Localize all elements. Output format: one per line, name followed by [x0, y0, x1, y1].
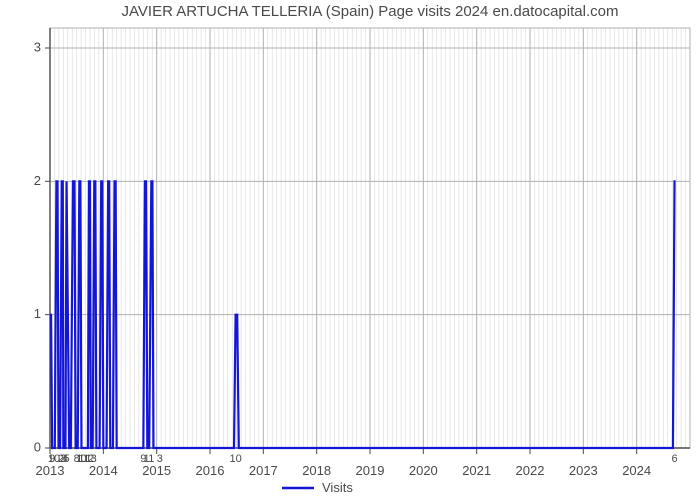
x-minor-label: 10: [229, 453, 241, 465]
x-tick-label: 2023: [569, 463, 598, 478]
visits-chart: 0 1 2 3 2013 2014 2015 2016 2017 2018 2019 2020 2021…: [0, 0, 700, 500]
x-tick-label: 2015: [142, 463, 171, 478]
x-tick-label: 2021: [462, 463, 491, 478]
x-minor-label: 1: [148, 453, 154, 465]
x-tick-label: 2024: [622, 463, 651, 478]
x-minor-label: 3: [157, 453, 163, 465]
x-minor-label: 6: [671, 453, 677, 465]
x-minor-label: 3: [91, 453, 97, 465]
x-tick-label: 2018: [302, 463, 331, 478]
y-tick-label: 2: [34, 173, 41, 188]
x-tick-label: 2013: [36, 463, 65, 478]
y-tick-label: 0: [34, 439, 41, 454]
x-minor-label: 5: [63, 453, 69, 465]
x-tick-label: 2016: [196, 463, 225, 478]
x-tick-label: 2014: [89, 463, 118, 478]
y-tick-label: 3: [34, 39, 41, 54]
y-tick-label: 1: [34, 306, 41, 321]
x-tick-label: 2017: [249, 463, 278, 478]
x-tick-label: 2022: [516, 463, 545, 478]
legend-label: Visits: [322, 480, 353, 495]
x-tick-label: 2020: [409, 463, 438, 478]
x-tick-label: 2019: [356, 463, 385, 478]
chart-title: JAVIER ARTUCHA TELLERIA (Spain) Page vis…: [122, 3, 619, 20]
